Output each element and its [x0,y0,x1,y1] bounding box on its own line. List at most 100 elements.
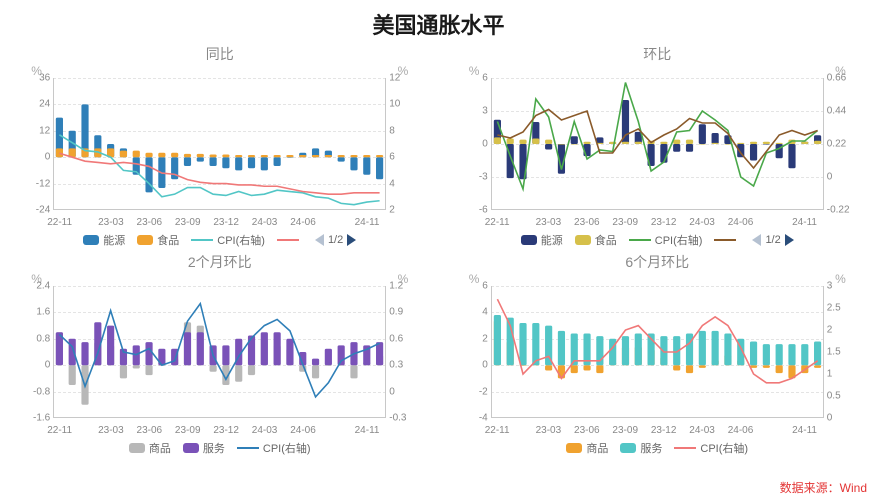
legend-item[interactable]: 食品 [575,232,617,248]
bar [312,365,319,378]
x-tick: 24-03 [252,217,278,228]
bar [609,339,616,365]
legend-label: CPI(右轴) [700,440,748,456]
legend-prev-icon[interactable] [752,234,761,246]
bar [376,157,383,179]
legend-item[interactable]: 服务 [183,440,225,456]
panel-subtitle: 同比 [206,44,234,64]
bar [788,344,795,365]
bar [519,323,526,365]
bar [763,144,770,145]
legend-label: 食品 [157,232,179,248]
bar [660,336,667,365]
legend-swatch-bar [83,235,99,245]
bar [159,153,166,157]
x-tick: 24-11 [355,425,380,436]
bar [763,365,770,368]
bar [570,365,577,373]
legend-swatch-line [277,235,299,245]
bar [801,344,808,365]
legend-item[interactable]: CPI(右轴) [629,232,703,248]
series-line [497,110,817,169]
legend-item[interactable]: 食品 [137,232,179,248]
bar [351,365,358,378]
bar [248,336,255,366]
bar [622,142,629,144]
bar [711,133,718,144]
x-tick: 23-09 [175,217,201,228]
bar [223,345,230,365]
bar [558,144,565,145]
bar [376,155,383,157]
bar [82,342,89,365]
x-tick: 24-11 [355,217,380,228]
chart-svg [455,272,860,440]
bar [171,153,178,157]
bar [801,142,808,144]
legend-item[interactable]: 能源 [83,232,125,248]
bar [724,144,731,145]
legend-swatch-bar [521,235,537,245]
chart-grid: 同比%%-24-1201224362468101222-1123-0323-06… [0,44,877,456]
legend-prev-icon[interactable] [315,234,324,246]
bar [545,144,552,150]
chart-box: %%-1.6-0.800.81.62.4-0.300.30.60.91.222-… [17,272,422,440]
legend-next-icon[interactable] [347,234,356,246]
legend-label: 能源 [541,232,563,248]
bar [210,157,217,166]
legend-next-icon[interactable] [785,234,794,246]
legend-label: 能源 [103,232,125,248]
legend-item[interactable]: CPI(右轴) [237,440,311,456]
bar [146,153,153,157]
panel-subtitle: 2个月环比 [188,252,252,272]
bar [788,144,795,168]
x-tick: 23-06 [574,425,600,436]
legend: 能源 食品 CPI(右轴) 1/2 [83,232,356,248]
bar [146,342,153,365]
legend-item[interactable]: CPI(右轴) [191,232,265,248]
legend-swatch-bar [183,443,199,453]
legend-swatch-line [237,443,259,453]
bar [750,341,757,365]
bar [274,155,281,157]
bar [724,334,731,366]
bar [673,144,680,152]
bar [197,154,204,157]
bar [248,155,255,157]
bar [184,157,191,166]
legend-item[interactable]: 能源 [521,232,563,248]
legend-label: 商品 [586,440,608,456]
bar [261,332,268,365]
bar [210,365,217,372]
x-tick: 23-12 [213,425,239,436]
x-tick: 23-06 [137,217,163,228]
x-tick: 23-03 [536,425,562,436]
legend-item[interactable] [277,235,303,245]
x-tick: 23-03 [98,217,124,228]
panel-subtitle: 环比 [643,44,671,64]
legend-item[interactable]: CPI(右轴) [674,440,748,456]
x-tick: 24-11 [792,425,817,436]
bar [634,142,641,144]
legend-item[interactable] [714,235,740,245]
bar [583,142,590,144]
legend-swatch-bar [566,443,582,453]
panel-subtitle: 6个月环比 [625,252,689,272]
chart-panel: 2个月环比%%-1.6-0.800.81.62.4-0.300.30.60.91… [10,252,430,456]
legend-item[interactable]: 商品 [129,440,171,456]
legend-item[interactable]: 商品 [566,440,608,456]
legend-label: CPI(右轴) [217,232,265,248]
bar [120,365,127,378]
legend-page-indicator: 1/2 [328,234,343,246]
bar [261,157,268,170]
bar [660,144,667,163]
bar [235,155,242,157]
bar [197,157,204,161]
bar [120,151,127,158]
bar [274,332,281,365]
bar [107,326,114,366]
bar [558,331,565,365]
legend-item[interactable]: 服务 [620,440,662,456]
legend-label: CPI(右轴) [655,232,703,248]
bar [338,157,345,161]
